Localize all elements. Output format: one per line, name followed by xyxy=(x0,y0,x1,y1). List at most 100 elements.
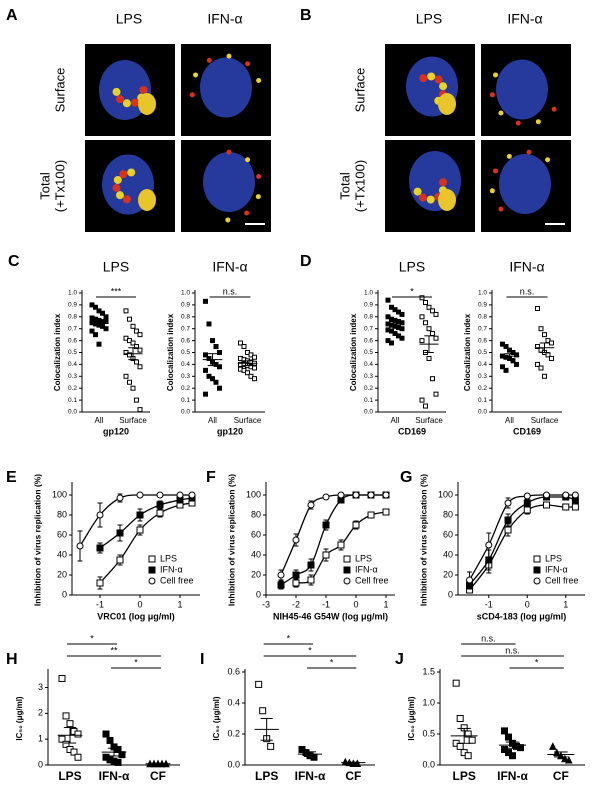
column-label: IFN-α xyxy=(507,11,542,27)
data-point xyxy=(130,323,136,329)
y-tick-label: 0.3 xyxy=(364,373,373,380)
stain-spot xyxy=(122,99,131,108)
nucleus xyxy=(203,152,255,212)
y-tick-label: 1.0 xyxy=(364,290,373,297)
panel-letter: B xyxy=(300,7,312,24)
data-point xyxy=(210,338,215,344)
data-point xyxy=(89,328,95,334)
y-tick-label: 0.9 xyxy=(478,302,487,309)
data-point xyxy=(456,742,464,750)
stain-spot xyxy=(256,173,262,179)
x-axis-label: VRC01 (log μg/ml) xyxy=(97,611,175,621)
data-point xyxy=(504,499,512,507)
data-point xyxy=(252,365,257,371)
stain-spot xyxy=(127,168,136,177)
data-point xyxy=(433,311,439,317)
stain-spot xyxy=(427,72,436,81)
data-point xyxy=(74,753,82,761)
chart-title: LPS xyxy=(399,259,425,275)
y-tick-label: 100 xyxy=(438,489,453,499)
data-point xyxy=(337,491,345,499)
data-point xyxy=(517,744,524,752)
x-tick-label: All xyxy=(391,416,400,425)
x-tick-label: CF xyxy=(345,769,361,783)
data-point xyxy=(70,748,78,756)
y-axis-label: IC₅₀ (μg/ml) xyxy=(212,696,221,741)
data-point xyxy=(533,577,541,585)
data-point xyxy=(76,542,84,550)
data-point xyxy=(96,341,102,347)
legend-label: IFN-α xyxy=(355,564,378,574)
data-point xyxy=(96,511,104,519)
stain-label: CD169 xyxy=(418,48,446,58)
y-tick-label: 0.6 xyxy=(478,337,487,344)
stain-spot xyxy=(498,206,504,212)
data-point xyxy=(134,359,139,365)
stain-spot xyxy=(535,119,541,125)
stain-cluster xyxy=(138,93,156,115)
y-tick-label: 0.9 xyxy=(68,302,77,309)
x-tick-label: 1 xyxy=(563,599,568,609)
data-point xyxy=(464,752,472,760)
y-tick-label: 0.3 xyxy=(68,373,77,380)
y-tick-label: 2 xyxy=(38,708,43,718)
legend-label: Cell free xyxy=(355,575,389,585)
data-point xyxy=(503,344,509,350)
data-point xyxy=(148,577,156,585)
data-point xyxy=(62,740,70,748)
column-label: IFN-α xyxy=(207,11,242,27)
significance-label: n.s. xyxy=(223,286,238,296)
x-tick-label: IFN-α xyxy=(99,769,130,783)
data-point xyxy=(130,385,136,391)
y-tick-label: 40 xyxy=(57,549,67,559)
y-tick-label: 1.0 xyxy=(478,290,487,297)
column-label: LPS xyxy=(116,11,142,27)
data-point xyxy=(292,571,300,579)
data-point xyxy=(503,367,509,373)
stain-label: gp120 xyxy=(118,48,144,58)
stain-spot xyxy=(122,195,131,204)
x-tick-label: Surface xyxy=(415,416,443,425)
stain-cluster xyxy=(138,189,156,211)
row-label: (+Tx100) xyxy=(352,160,367,212)
x-tick-label: -1 xyxy=(322,599,330,609)
stain-spot xyxy=(139,86,148,94)
column-label: LPS xyxy=(416,11,442,27)
data-point xyxy=(468,736,476,744)
y-axis-label: Inhibition of virus replication (%) xyxy=(418,474,428,606)
significance-label: * xyxy=(308,645,312,655)
significance-label: * xyxy=(535,657,539,667)
data-point xyxy=(203,391,208,397)
data-point xyxy=(543,501,551,509)
x-axis-label: sCD4-183 (log μg/ml) xyxy=(477,611,567,621)
row-label: Total xyxy=(37,172,52,200)
data-point xyxy=(430,330,435,336)
data-point xyxy=(93,304,98,310)
data-point xyxy=(433,335,439,341)
x-tick-label: Surface xyxy=(234,416,262,425)
y-tick-label: 0.2 xyxy=(478,385,487,392)
y-tick-label: 60 xyxy=(57,529,67,539)
legend-label: LPS xyxy=(545,553,562,563)
y-tick-label: 0.5 xyxy=(68,349,77,356)
significance-label: * xyxy=(90,633,94,643)
y-tick-label: 40 xyxy=(443,549,453,559)
y-tick-label: 0.2 xyxy=(181,385,190,392)
stain-spot xyxy=(113,175,122,184)
y-tick-label: 0.5 xyxy=(181,349,190,356)
data-point xyxy=(423,300,428,306)
y-tick-label: 0.2 xyxy=(227,728,240,738)
data-point xyxy=(571,491,579,499)
data-point xyxy=(426,355,432,361)
y-tick-label: 0.3 xyxy=(478,373,487,380)
y-tick-label: 0.8 xyxy=(181,314,190,321)
data-point xyxy=(561,754,569,763)
data-point xyxy=(307,501,315,509)
significance-label: * xyxy=(410,286,414,296)
stain-spot xyxy=(245,157,251,163)
data-point xyxy=(136,511,144,519)
data-point xyxy=(58,735,66,743)
x-tick-label: 0 xyxy=(525,599,530,609)
data-point xyxy=(419,314,425,320)
